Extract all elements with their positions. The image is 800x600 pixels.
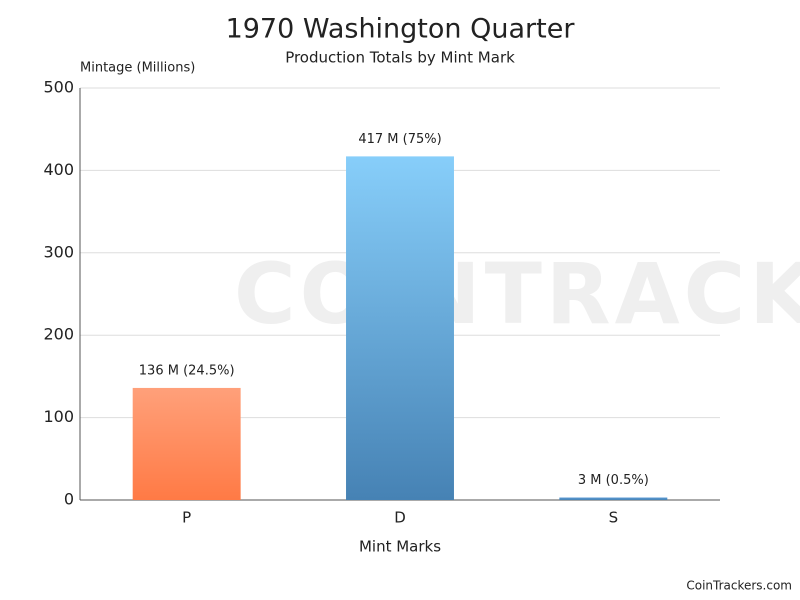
y-tick-label: 300 <box>43 242 74 261</box>
bar <box>346 156 454 500</box>
y-tick-label: 500 <box>43 78 74 97</box>
y-tick-label: 200 <box>43 325 74 344</box>
value-label: 136 M (24.5%) <box>139 363 235 378</box>
y-axis-label: Mintage (Millions) <box>80 61 195 76</box>
y-tick-label: 0 <box>64 490 74 509</box>
x-tick-label: S <box>609 509 619 527</box>
value-label: 3 M (0.5%) <box>578 473 649 488</box>
x-tick-label: D <box>394 509 406 527</box>
watermark: COINTRACKERS <box>234 245 800 343</box>
y-tick-label: 400 <box>43 160 74 179</box>
x-tick-label: P <box>182 509 191 527</box>
x-axis-label: Mint Marks <box>359 538 441 556</box>
bar <box>133 388 241 500</box>
value-label: 417 M (75%) <box>358 132 441 147</box>
chart-title: 1970 Washington Quarter <box>226 14 576 45</box>
bar <box>559 498 667 500</box>
credit: CoinTrackers.com <box>686 579 792 593</box>
chart-subtitle: Production Totals by Mint Mark <box>285 49 515 67</box>
y-tick-label: 100 <box>43 407 74 426</box>
